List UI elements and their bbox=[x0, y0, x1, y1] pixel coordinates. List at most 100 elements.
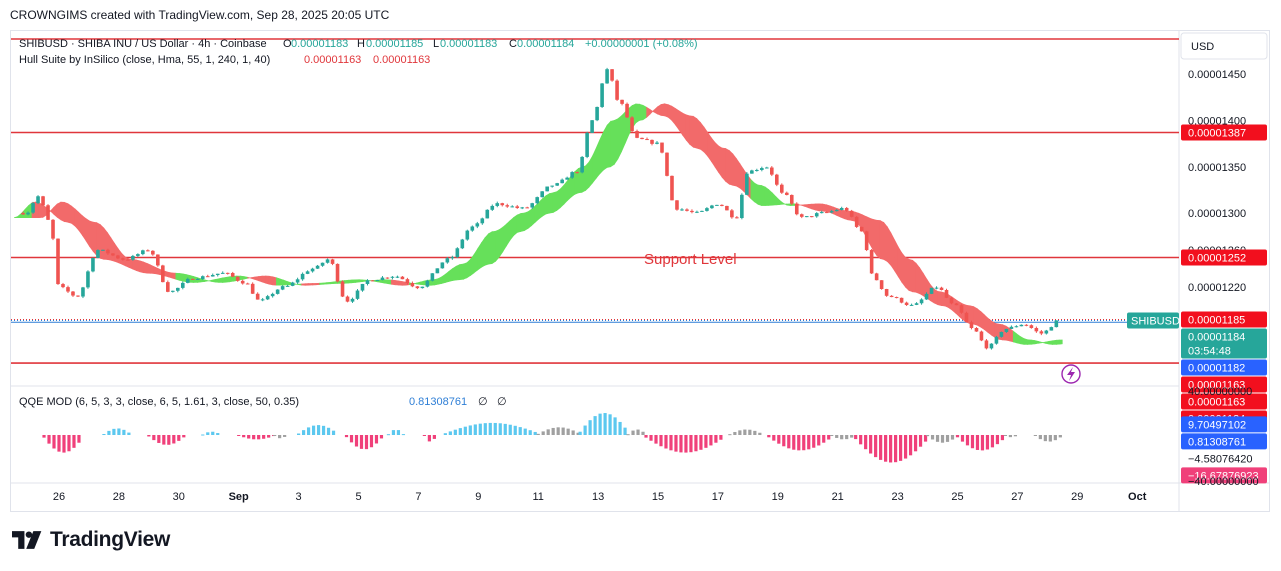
countdown-text: 03:54:48 bbox=[1188, 346, 1231, 358]
qqe-bar bbox=[1008, 435, 1013, 438]
qqe-bar bbox=[884, 435, 888, 462]
hull-band-segment bbox=[153, 266, 159, 275]
qqe-bar bbox=[546, 429, 550, 435]
candle-body bbox=[515, 206, 520, 208]
candle-body bbox=[490, 205, 495, 210]
qqe-bar bbox=[738, 430, 742, 435]
candle-body bbox=[779, 184, 784, 193]
candle-body bbox=[141, 250, 145, 255]
qqe-bar bbox=[714, 435, 718, 443]
candle-body bbox=[385, 277, 390, 279]
hull-band-segment bbox=[585, 161, 590, 192]
hull-band-segment bbox=[639, 103, 644, 121]
qqe-bar bbox=[923, 435, 928, 442]
candle-body bbox=[500, 203, 505, 206]
candle-body bbox=[71, 291, 75, 296]
qqe-bar bbox=[162, 435, 166, 445]
candle-body bbox=[86, 271, 90, 288]
candle-body bbox=[400, 276, 405, 280]
qqe-bar bbox=[448, 431, 452, 435]
qqe-bar bbox=[626, 434, 630, 436]
watermark-caption: CROWNGIMS created with TradingView.com, … bbox=[10, 8, 390, 22]
qqe-axis-label: −4.58076420 bbox=[1188, 453, 1253, 465]
time-tick-label: 19 bbox=[772, 491, 784, 503]
candle-body bbox=[685, 209, 689, 211]
candle-body bbox=[775, 174, 779, 185]
lightning-icon[interactable] bbox=[1061, 364, 1081, 384]
qqe-bar bbox=[719, 435, 723, 440]
candle-body bbox=[690, 210, 694, 213]
candle-body bbox=[725, 205, 729, 211]
hull-band-segment bbox=[1027, 339, 1032, 345]
candle-body bbox=[265, 296, 270, 300]
qqe-bar bbox=[970, 435, 975, 449]
hull-band-segment bbox=[894, 239, 899, 278]
candle-body bbox=[210, 274, 215, 277]
qqe-bar bbox=[898, 435, 903, 461]
qqe-null-2: ∅ bbox=[497, 396, 507, 408]
low-label: L bbox=[433, 38, 439, 50]
candle-body bbox=[345, 296, 350, 302]
qqe-bar bbox=[483, 423, 487, 435]
qqe-bar bbox=[608, 414, 612, 435]
qqe-bar bbox=[478, 423, 482, 435]
qqe-bar bbox=[443, 433, 447, 435]
candle-body bbox=[21, 213, 25, 215]
hull-band-segment bbox=[132, 259, 137, 272]
candle-body bbox=[290, 282, 295, 286]
candle-body bbox=[660, 142, 664, 153]
hull-band-segment bbox=[606, 120, 612, 168]
qqe-bar bbox=[1003, 435, 1008, 436]
qqe-bar bbox=[854, 435, 858, 440]
hull-band-segment bbox=[1023, 338, 1028, 345]
candle-body bbox=[171, 290, 175, 292]
candle-body bbox=[570, 172, 574, 178]
hull-band-segment bbox=[825, 204, 831, 213]
candle-body bbox=[440, 262, 445, 269]
qqe-bar bbox=[354, 435, 359, 447]
candle-body bbox=[106, 249, 110, 254]
candle-body bbox=[390, 276, 395, 278]
candle-body bbox=[180, 282, 185, 288]
qqe-bar bbox=[830, 435, 834, 436]
candle-body bbox=[615, 80, 619, 100]
qqe-bar bbox=[1048, 435, 1052, 442]
candle-body bbox=[56, 238, 60, 285]
hull-band-segment bbox=[883, 221, 888, 263]
hull-band-segment bbox=[168, 271, 173, 279]
candle-body bbox=[295, 279, 300, 283]
candle-body bbox=[380, 277, 385, 281]
hull-band-segment bbox=[610, 120, 615, 168]
hull-band-segment bbox=[484, 233, 489, 266]
qqe-bar bbox=[242, 435, 246, 438]
candle-body bbox=[874, 273, 879, 281]
candle-body bbox=[161, 265, 165, 283]
qqe-bar bbox=[52, 435, 56, 449]
chart-frame[interactable]: 0.00001450 0.00001400 0.00001350 0.00001300… bbox=[10, 30, 1270, 512]
price-label-text: 0.00001182 bbox=[1188, 363, 1245, 375]
candle-body bbox=[760, 168, 764, 170]
qqe-bar bbox=[283, 435, 287, 437]
hull-band-segment bbox=[276, 277, 281, 286]
candle-body bbox=[839, 207, 844, 210]
qqe-bar bbox=[117, 428, 121, 435]
tradingview-logo-icon bbox=[12, 531, 42, 549]
candle-body bbox=[954, 303, 959, 306]
currency-label: USD bbox=[1191, 41, 1214, 53]
candle-body bbox=[215, 273, 220, 275]
hull-band-segment bbox=[265, 275, 270, 285]
qqe-bar bbox=[206, 432, 210, 435]
candle-body bbox=[844, 207, 849, 211]
qqe-bar bbox=[57, 435, 61, 452]
qqe-bar bbox=[699, 435, 703, 450]
hull-band-segment bbox=[240, 275, 245, 281]
hull-band-segment bbox=[843, 210, 849, 221]
hull-band-segment bbox=[976, 308, 982, 328]
price-chart-svg[interactable]: 0.00001450 0.00001400 0.00001350 0.00001300… bbox=[11, 31, 1269, 511]
candle-body bbox=[914, 303, 919, 305]
hull-band-segment bbox=[549, 192, 554, 214]
currency-box[interactable] bbox=[1180, 32, 1268, 60]
qqe-bar bbox=[427, 435, 431, 442]
qqe-bar bbox=[257, 435, 261, 440]
tradingview-logo: TradingView bbox=[12, 528, 170, 552]
